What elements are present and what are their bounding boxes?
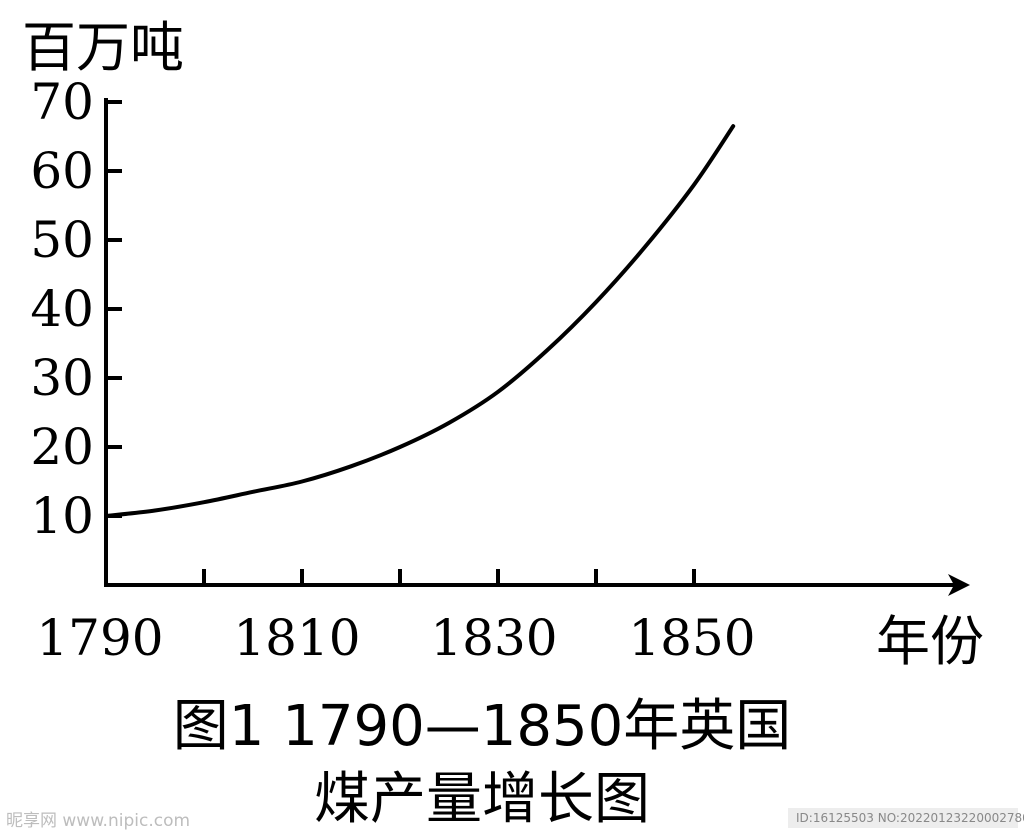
- chart-caption-line2: 煤产量增长图: [314, 767, 650, 832]
- y-tick-label: 20: [30, 418, 94, 476]
- y-tick-label: 50: [30, 211, 94, 269]
- watermark-logo: 昵享网 www.nipic.com: [6, 811, 190, 831]
- chart-caption-line1: 图1 1790—1850年英国: [173, 694, 791, 759]
- x-axis-arrow: [948, 574, 970, 596]
- watermark-id: ID:16125503 NO:20220123220002780107: [796, 811, 1024, 825]
- x-tick-label: 1810: [233, 609, 360, 667]
- x-tick-label: 1850: [628, 609, 755, 667]
- y-tick-label: 40: [30, 280, 94, 338]
- x-tick-label: 1790: [36, 609, 163, 667]
- y-tick-label: 60: [30, 142, 94, 200]
- watermark-id-box: [788, 808, 1018, 828]
- series-line: [104, 124, 736, 518]
- axes: [104, 98, 970, 596]
- y-tick-label: 70: [30, 73, 94, 131]
- y-tick-label: 10: [30, 487, 94, 545]
- y-tick-label: 30: [30, 349, 94, 407]
- y-axis-label: 百万吨: [22, 16, 184, 79]
- x-tick-label: 1830: [430, 609, 557, 667]
- x-axis-label: 年份: [876, 610, 984, 673]
